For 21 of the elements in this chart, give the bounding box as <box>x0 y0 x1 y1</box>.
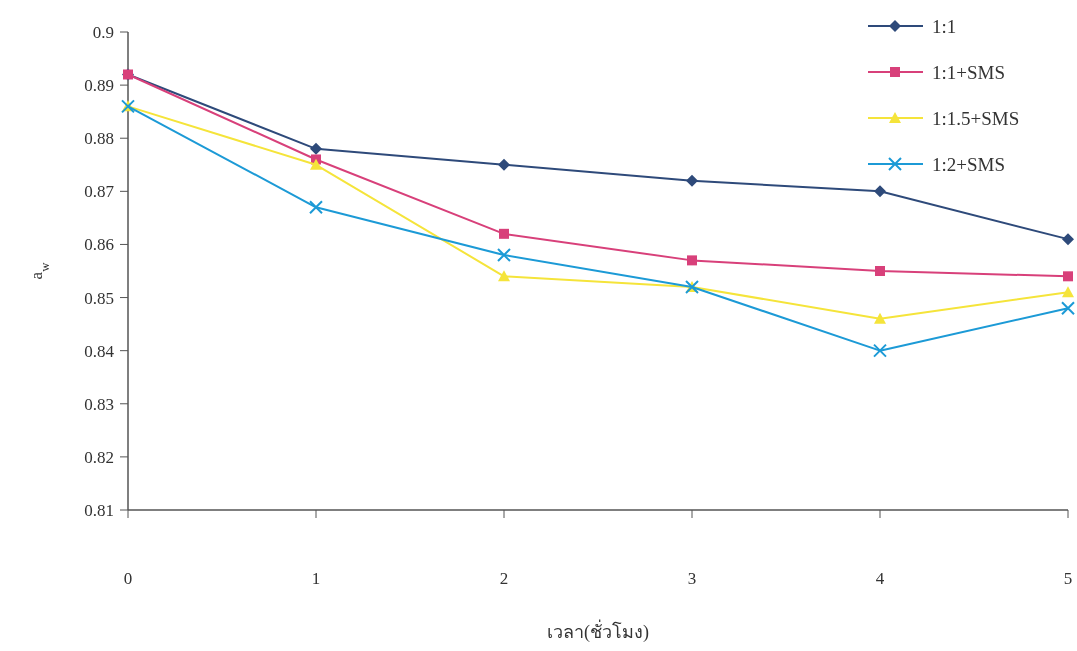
legend-label: 1:1+SMS <box>932 62 1006 83</box>
x-tick-label: 0 <box>123 569 133 588</box>
y-tick-label: 0.88 <box>84 129 114 149</box>
y-tick-label: 0.82 <box>84 447 114 467</box>
y-tick-label: 0.83 <box>84 394 114 414</box>
legend-label: 1:1 <box>932 16 957 37</box>
x-tick-label: 2 <box>499 569 509 588</box>
y-tick-label: 0.84 <box>84 341 115 361</box>
x-axis-title: เวลา(ชั่วโมง) <box>547 619 649 643</box>
legend-label: 1:1.5+SMS <box>932 108 1020 129</box>
y-tick-label: 0.87 <box>84 182 115 202</box>
y-tick-label: 0.86 <box>84 235 114 255</box>
x-tick-label: 3 <box>687 569 697 588</box>
y-tick-label: 0.89 <box>84 76 114 96</box>
y-tick-label: 0.9 <box>92 23 114 42</box>
y-tick-label: 0.81 <box>84 501 114 520</box>
x-tick-label: 5 <box>1063 569 1073 588</box>
y-tick-label: 0.85 <box>84 288 114 308</box>
x-tick-label: 1 <box>311 569 321 588</box>
legend-label: 1:2+SMS <box>932 154 1006 175</box>
x-tick-label: 4 <box>875 569 885 588</box>
